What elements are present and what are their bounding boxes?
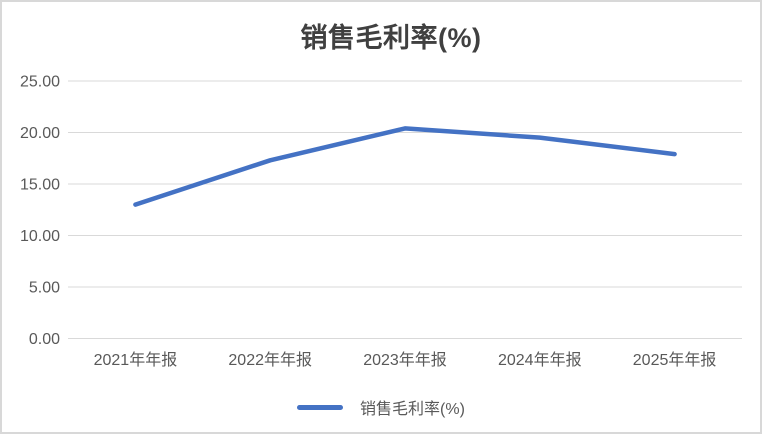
legend: 销售毛利率(%) [2,395,760,419]
x-axis-label: 2022年年报 [228,351,312,369]
y-tick-label: 25.00 [20,74,60,91]
series-line [133,126,677,207]
legend-label: 销售毛利率(%) [360,401,465,418]
x-axis-label: 2021年年报 [94,351,178,369]
legend-line-swatch [297,404,344,410]
x-axis-label: 2023年年报 [363,351,447,369]
y-tick-label: 0.00 [29,331,60,348]
x-axis-label: 2024年年报 [498,351,582,369]
y-tick-label: 10.00 [20,228,60,245]
y-tick-label: 20.00 [20,125,60,142]
y-tick-label: 15.00 [20,177,60,194]
x-axis-label: 2025年年报 [633,351,717,369]
y-tick-label: 5.00 [29,280,60,297]
chart-title: 销售毛利率(%) [300,23,482,53]
